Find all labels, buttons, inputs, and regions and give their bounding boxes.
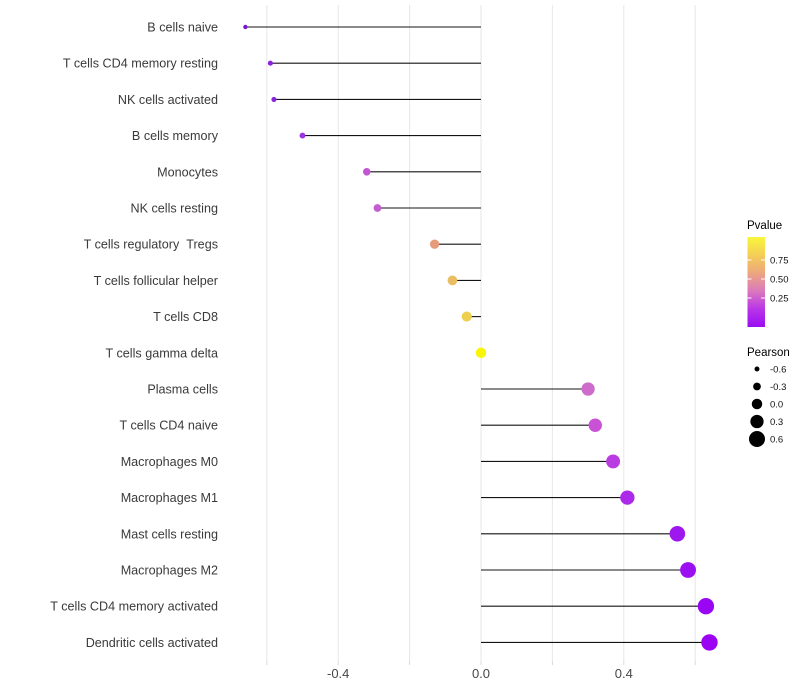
lollipop-dot <box>581 382 595 396</box>
lollipop-rows: B cells naive T cells CD4 memory resting N… <box>50 21 718 651</box>
pvalue-legend-title: Pvalue <box>747 220 782 232</box>
category-label: T cells CD8 <box>153 310 218 324</box>
category-label: T cells CD4 naive <box>120 419 218 433</box>
category-label: Dendritic cells activated <box>86 636 218 650</box>
category-label: Mast cells resting <box>121 527 218 541</box>
legend-size-dot <box>753 382 761 391</box>
legend-size-dot <box>751 398 763 410</box>
category-label: NK cells activated <box>118 93 218 107</box>
lollipop-dot <box>588 418 602 432</box>
category-label: NK cells resting <box>131 202 219 216</box>
x-tick-label: 0.4 <box>615 666 633 681</box>
lollipop-dot <box>447 275 458 286</box>
lollipop-dot <box>243 24 248 30</box>
colorbar-tick-label: 0.75 <box>770 256 789 267</box>
legend: Pvalue 0.75 0.50 0.25 Pearson -0.6 -0.3 0.0 0… <box>747 220 790 448</box>
x-tick-label: -0.4 <box>327 666 349 681</box>
lollipop-dot <box>680 562 696 578</box>
pearson-size-legend: -0.6 -0.3 0.0 0.3 0.6 <box>748 365 786 448</box>
legend-size-dot <box>750 414 764 429</box>
legend-size-label: -0.3 <box>770 382 786 393</box>
category-label: Macrophages M1 <box>121 491 218 505</box>
x-axis: -0.4 0.0 0.4 <box>266 661 696 681</box>
category-label: T cells CD4 memory resting <box>63 57 218 71</box>
lollipop-dot <box>362 168 371 176</box>
lollipop-dot <box>475 347 487 359</box>
pearson-legend-title: Pearson <box>747 347 790 359</box>
lollipop-dot <box>669 526 686 542</box>
lollipop-dot <box>267 60 273 66</box>
lollipop-dot <box>299 132 306 139</box>
legend-size-dot <box>748 430 766 448</box>
category-label: Macrophages M2 <box>121 564 218 578</box>
colorbar-ticks: 0.75 0.50 0.25 <box>747 256 789 305</box>
category-label: T cells CD4 memory activated <box>50 600 218 614</box>
category-label: T cells regulatory Tregs <box>84 238 218 252</box>
lollipop-dot <box>701 634 718 651</box>
category-label: Monocytes <box>157 165 218 179</box>
x-tick-label: 0.0 <box>472 666 490 681</box>
legend-size-label: 0.6 <box>770 435 783 446</box>
colorbar-tick-label: 0.50 <box>770 275 789 286</box>
lollipop-dot <box>620 490 635 505</box>
pvalue-colorbar <box>747 237 765 327</box>
legend-size-label: 0.3 <box>770 417 783 428</box>
category-label: T cells gamma delta <box>106 346 218 360</box>
lollipop-dot <box>697 598 715 615</box>
lollipop-dot <box>461 311 472 322</box>
category-label: Plasma cells <box>147 383 218 397</box>
lollipop-dot <box>271 96 277 102</box>
colorbar-tick-label: 0.25 <box>770 294 789 305</box>
gridlines <box>266 5 696 661</box>
lollipop-dot <box>429 239 440 249</box>
lollipop-dot <box>373 204 382 212</box>
category-label: Macrophages M0 <box>121 455 218 469</box>
legend-size-dot <box>754 366 760 372</box>
legend-size-label: -0.6 <box>770 365 786 376</box>
category-label: B cells memory <box>132 129 219 143</box>
legend-size-label: 0.0 <box>770 400 783 411</box>
category-label: T cells follicular helper <box>94 274 218 288</box>
lollipop-dot <box>606 454 621 469</box>
category-label: B cells naive <box>147 21 218 35</box>
